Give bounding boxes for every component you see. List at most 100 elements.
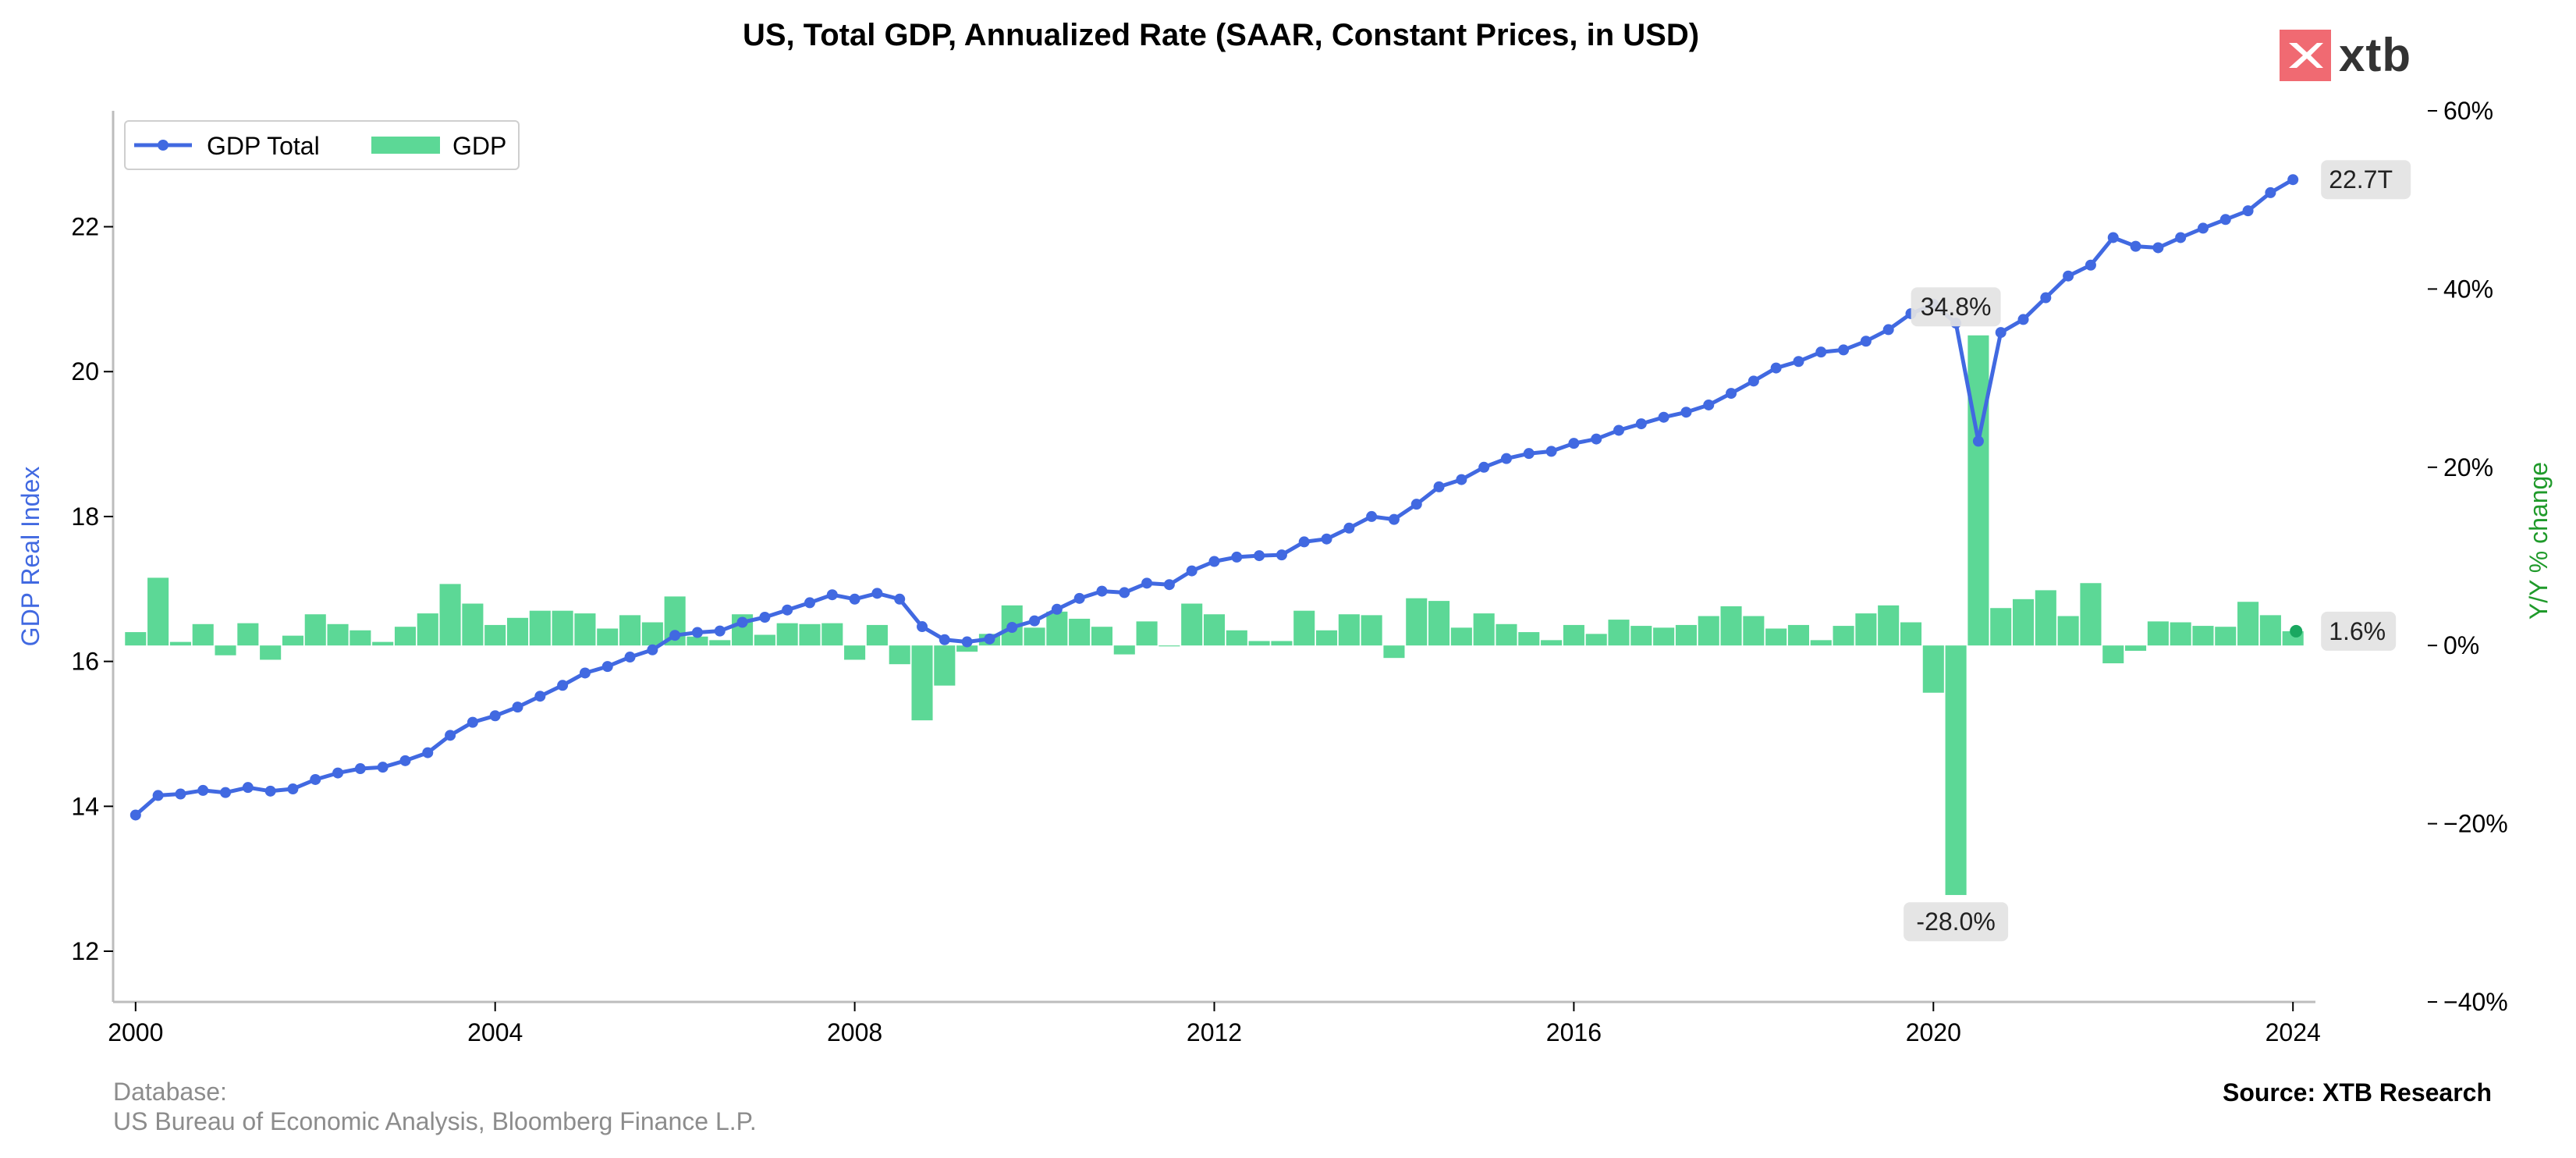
gdp-total-point <box>961 636 973 648</box>
gdp-total-point <box>1208 556 1220 567</box>
gdp-total-point <box>489 710 501 722</box>
gdp-total-point <box>399 755 411 766</box>
gdp-total-point <box>1051 603 1063 615</box>
right-tick-label: 0% <box>2443 631 2479 659</box>
gdp-yoy-bar <box>1473 613 1495 646</box>
legend-box <box>124 120 520 170</box>
gdp-total-point <box>1770 362 1782 374</box>
gdp-yoy-bar <box>776 623 798 646</box>
gdp-yoy-bar <box>844 645 866 660</box>
gdp-yoy-bar <box>1113 645 1135 655</box>
gdp-yoy-bar <box>2102 645 2124 664</box>
gdp-total-point <box>759 611 771 623</box>
gdp-yoy-bar <box>1900 622 1922 646</box>
gdp-total-point <box>1726 388 1737 400</box>
gdp-total-point <box>2287 174 2299 186</box>
gdp-total-point <box>1298 536 1310 548</box>
x-tick-label: 2024 <box>2266 1018 2321 1046</box>
gdp-total-point <box>1995 327 2007 339</box>
gdp-total-point <box>917 621 928 633</box>
left-tick-label: 20 <box>71 357 99 385</box>
gdp-total-point <box>1456 474 1467 485</box>
gdp-yoy-bar <box>754 634 775 646</box>
gdp-yoy-bar <box>1630 626 1652 646</box>
gdp-total-point <box>939 634 950 645</box>
gdp-total-point <box>1433 481 1445 492</box>
gdp-total-point <box>2197 222 2209 234</box>
gdp-total-point <box>736 616 748 628</box>
gdp-yoy-bar <box>1765 628 1787 646</box>
gdp-total-point <box>624 652 636 663</box>
gdp-yoy-bar <box>2080 583 2102 646</box>
gdp-yoy-bar <box>1338 614 1360 646</box>
gdp-yoy-bar <box>1248 641 1270 646</box>
gdp-yoy-bar <box>349 630 371 646</box>
gdp-total-point <box>1186 565 1198 577</box>
gdp-yoy-bar <box>1833 626 1854 646</box>
gdp-total-point <box>782 604 793 616</box>
legend-line-marker <box>158 140 169 151</box>
gdp-total-point <box>422 747 434 758</box>
chart-title: US, Total GDP, Annualized Rate (SAAR, Co… <box>743 18 1699 52</box>
gdp-total-point <box>1073 592 1085 604</box>
gdp-yoy-bar <box>1945 645 1967 895</box>
gdp-total-point <box>894 593 906 605</box>
gdp-yoy-bar <box>1990 608 2012 646</box>
gdp-total-point <box>377 762 389 773</box>
gdp-total-point <box>2107 232 2119 243</box>
gdp-yoy-bar <box>484 624 506 646</box>
gdp-yoy-bar <box>889 645 910 665</box>
gdp-yoy-bar <box>1541 640 1563 646</box>
gdp-yoy-bar <box>799 623 821 646</box>
gdp-total-point <box>1231 551 1243 563</box>
footer-source: Source: XTB Research <box>2222 1078 2492 1106</box>
gdp-total-point <box>1119 587 1130 599</box>
gdp-yoy-bar <box>439 584 461 646</box>
gdp-yoy-bar <box>597 628 619 646</box>
gdp-total-point <box>1163 579 1175 591</box>
gdp-yoy-bar <box>1720 606 1742 646</box>
gdp-total-point <box>264 785 276 797</box>
right-axis-label: Y/Y % change <box>2525 462 2553 620</box>
gdp-yoy-bar <box>125 632 147 646</box>
left-tick-label: 12 <box>71 937 99 965</box>
database-label: Database: <box>113 1078 227 1106</box>
gdp-total-point <box>1254 550 1265 562</box>
gdp-total-point <box>197 784 209 796</box>
gdp-total-point <box>354 763 366 775</box>
gdp-yoy-bar <box>934 645 956 686</box>
gdp-total-point <box>1747 375 1759 387</box>
footer-database: Database: US Bureau of Economic Analysis… <box>113 1077 757 1136</box>
gdp-yoy-bar <box>2057 616 2079 646</box>
gdp-total-point <box>1635 418 1647 430</box>
gdp-yoy-bar <box>1203 614 1226 646</box>
right-tick-label: 60% <box>2443 97 2493 125</box>
gdp-yoy-bar <box>1450 627 1472 646</box>
gdp-yoy-bar <box>1518 632 1540 646</box>
gdp-yoy-bar <box>260 645 282 660</box>
right-tick-label: −40% <box>2443 988 2508 1016</box>
gdp-total-point <box>2085 259 2096 271</box>
gdp-total-point <box>804 597 815 609</box>
annotation-box <box>2321 611 2397 651</box>
gdp-total-point <box>1658 411 1669 423</box>
gdp-yoy-bar <box>1810 640 1832 646</box>
gdp-total-point <box>467 716 478 728</box>
gdp-total-point <box>1815 346 1827 358</box>
gdp-total-point <box>2242 205 2254 217</box>
gdp-total-point <box>2040 292 2052 304</box>
gdp-yoy-bar <box>372 641 394 646</box>
gdp-total-point <box>826 589 838 601</box>
gdp-yoy-bar <box>1361 615 1382 646</box>
xtb-logo: xtb <box>2280 28 2411 82</box>
gdp-yoy-bar <box>1406 598 1428 646</box>
gdp-yoy-bar <box>2192 626 2214 646</box>
gdp-yoy-bar <box>1967 335 1989 646</box>
gdp-yoy-bar <box>1428 601 1450 646</box>
gdp-yoy-bar <box>1563 624 1584 646</box>
gdp-yoy-bar <box>1585 634 1607 646</box>
gdp-yoy-bar <box>1293 610 1315 646</box>
gdp-yoy-bar <box>394 627 417 646</box>
gdp-total-point <box>1838 344 1850 356</box>
gdp-total-point <box>242 782 254 794</box>
